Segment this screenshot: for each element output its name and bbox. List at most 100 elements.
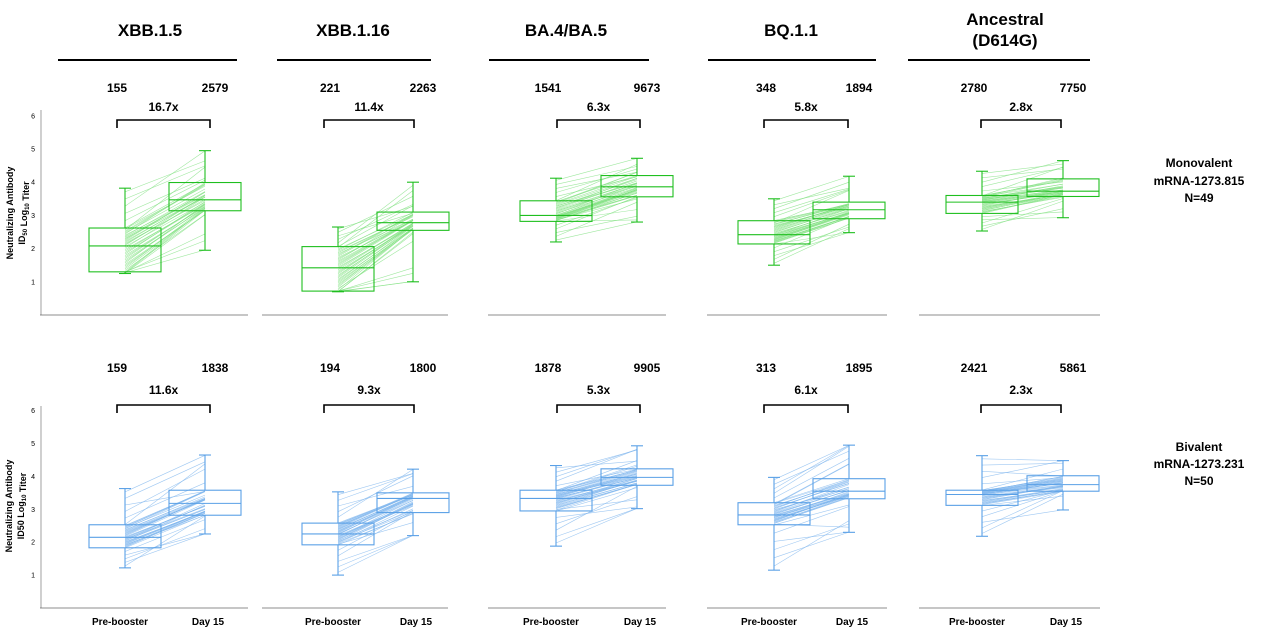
fold-change-label: 2.8x [1009, 100, 1033, 114]
subject-line [555, 201, 638, 237]
subject-line [124, 233, 206, 273]
y-tick-label: 5 [31, 441, 35, 448]
variant-title-5: Ancestral (D614G) [908, 10, 1090, 61]
subject-line [555, 176, 638, 197]
comparison-bracket [116, 119, 211, 128]
y-tick-label: 1 [31, 573, 35, 580]
panel-row-2: Neutralizing Antibody ID50 Log10 Titer 1 2 3… [4, 361, 1245, 628]
subject-line [773, 226, 850, 252]
row-label-line: mRNA-1273.231 [1154, 457, 1245, 471]
subject-line [555, 486, 638, 531]
subject-line [555, 480, 638, 501]
subject-line [555, 449, 638, 473]
gmt-pre-booster: 1541 [535, 81, 562, 95]
subject-line [337, 497, 414, 533]
subject-line [981, 487, 1064, 497]
subject-line [981, 490, 1064, 504]
subject-line [124, 200, 206, 244]
comparison-bracket [323, 119, 415, 128]
subject-line [124, 249, 206, 273]
x-label-day15: Day 15 [624, 617, 657, 628]
box-day15 [812, 175, 886, 234]
box-day15 [1026, 460, 1100, 511]
subject-line [773, 232, 850, 256]
subject-line [337, 503, 414, 536]
variant-title-text: Ancestral [966, 10, 1043, 29]
x-label-pre-booster: Pre-booster [305, 617, 361, 628]
subject-line [981, 478, 1064, 491]
subject-line [124, 240, 206, 273]
subject-line [981, 493, 1064, 534]
box-iqr [812, 478, 886, 500]
subject-line [124, 533, 206, 556]
subject-line [555, 193, 638, 219]
subject-line [981, 458, 1064, 461]
gmt-day15: 2579 [202, 81, 229, 95]
subject-line [124, 498, 206, 532]
subject-line [555, 183, 638, 211]
variant-title-2: XBB.1.16 [277, 21, 431, 61]
subject-line [773, 216, 850, 242]
subject-line [124, 210, 206, 265]
subject-lines [555, 158, 638, 241]
comparison-bracket [763, 119, 849, 128]
subject-line [981, 189, 1064, 200]
subject-line [124, 206, 206, 256]
subject-line [555, 188, 638, 216]
subject-line [773, 217, 850, 243]
gmt-day15: 1838 [202, 361, 229, 375]
subject-line [773, 204, 850, 221]
subject-line [773, 520, 850, 567]
subject-line [981, 491, 1064, 505]
variant-title-1: XBB.1.5 [58, 21, 237, 61]
subject-line [124, 150, 206, 207]
panel-1-5: 2780 7750 2.8x [919, 81, 1100, 316]
variant-title-text: XBB.1.16 [316, 21, 390, 40]
subject-line [773, 493, 850, 516]
fold-change-label: 6.3x [587, 100, 611, 114]
variant-title-text: XBB.1.5 [118, 21, 182, 40]
subject-line [337, 240, 414, 289]
subject-line [124, 166, 206, 231]
subject-line [337, 281, 414, 292]
subject-line [337, 224, 414, 268]
box-iqr [301, 246, 375, 292]
fold-change-label: 5.3x [587, 383, 611, 397]
subject-line [981, 477, 1064, 485]
subject-line [124, 463, 206, 525]
box-iqr [88, 227, 162, 273]
subject-line [124, 177, 206, 214]
subject-line [773, 478, 850, 503]
subject-line [124, 165, 206, 200]
panel-1-4: 348 1894 5.8x [707, 81, 887, 316]
subject-line [555, 171, 638, 189]
x-label-pre-booster: Pre-booster [523, 617, 579, 628]
subject-line [337, 214, 414, 250]
variant-title-text: BA.4/BA.5 [525, 21, 607, 40]
y-tick-label: 4 [31, 180, 35, 187]
subject-line [773, 463, 850, 505]
box-iqr [1026, 475, 1100, 492]
box-pre-booster [945, 170, 1019, 232]
comparison-bracket [556, 404, 641, 413]
subject-line [555, 476, 638, 496]
subject-lines [773, 445, 850, 567]
box-iqr [519, 489, 593, 512]
subject-line [981, 208, 1064, 227]
subject-line [773, 445, 850, 480]
subject-line [337, 190, 414, 249]
subject-line [337, 535, 414, 568]
subject-line [124, 183, 206, 229]
gmt-pre-booster: 194 [320, 361, 340, 375]
subject-line [981, 191, 1064, 203]
subject-line [981, 489, 1064, 501]
box-iqr [88, 524, 162, 549]
comparison-bracket [763, 404, 849, 413]
subject-line [124, 204, 206, 250]
subject-line [981, 462, 1064, 466]
subject-line [555, 508, 638, 537]
subject-line [337, 508, 414, 544]
subject-line [555, 209, 638, 222]
subject-line [981, 211, 1064, 217]
variant-title-4: BQ.1.1 [708, 21, 876, 61]
